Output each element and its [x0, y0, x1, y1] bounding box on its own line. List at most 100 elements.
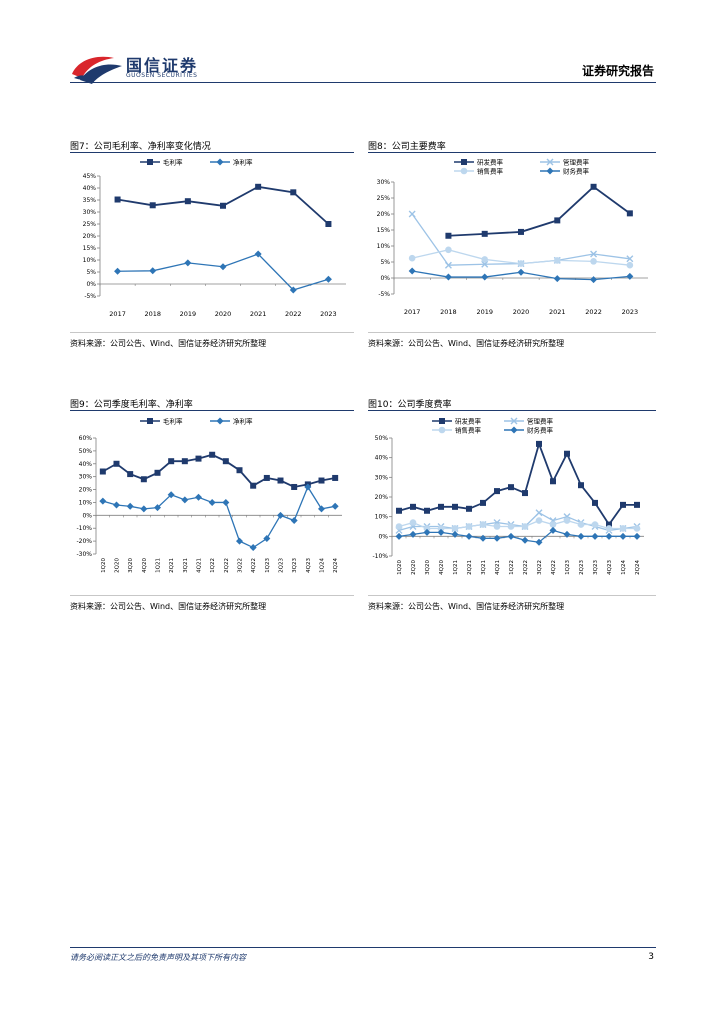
fig8-series-3	[408, 267, 634, 284]
fig9-data-point	[263, 535, 271, 543]
fig10-data-point	[465, 523, 473, 530]
fig8-legend-item: 研发费率	[454, 158, 504, 167]
fig10-data-point	[563, 517, 571, 524]
fig10-data-point	[423, 528, 431, 536]
fig10-data-point	[535, 517, 543, 524]
fig8-data-point	[408, 210, 416, 218]
fig10-data-point	[591, 521, 599, 528]
fig8-data-point	[444, 273, 452, 281]
fig10-legend-marker	[510, 417, 518, 425]
fig10-x-tick-label: 3Q23	[593, 560, 599, 575]
fig9-x-tick-label: 4Q21	[197, 558, 203, 573]
fig10-data-point	[620, 501, 626, 508]
fig10-data-point	[564, 450, 570, 457]
fig8-data-point-stroke-b	[626, 255, 634, 263]
fig7-data-point	[325, 221, 332, 227]
fig9-data-point	[181, 458, 188, 465]
fig9-legend-item: 净利率	[210, 417, 253, 426]
fig8-x-tick-label: 2023	[622, 308, 639, 316]
fig7-y-tick-label: 15%	[83, 245, 97, 252]
fig9-x-tick-label: 1Q24	[320, 558, 326, 573]
fig10-y-tick-label: 40%	[375, 455, 389, 462]
fig8-data-point	[553, 275, 561, 283]
fig10-x-tick-label: 1Q22	[509, 560, 515, 575]
fig9-x-tick-label: 2Q23	[279, 558, 285, 573]
fig8-y-tick-label: 0%	[380, 275, 390, 282]
fig10-data-point	[396, 507, 402, 514]
fig8-y-tick-label: 30%	[377, 179, 391, 186]
fig9-y-tick-label: 30%	[79, 474, 93, 481]
fig10-data-point	[409, 519, 417, 526]
fig10-data-point	[409, 530, 417, 538]
fig10-data-point-stroke-b	[535, 509, 543, 517]
fig9-series-line	[102, 453, 336, 488]
fig10-x-tick-label: 4Q20	[439, 560, 445, 575]
fig10-data-point	[619, 525, 627, 532]
fig7-y-tick-label: 20%	[83, 233, 97, 240]
fig10-legend-marker-stroke-b	[510, 417, 518, 425]
fig9-chart: -30% -20% -10% 0% 10% 20% 30% 40% 50% 60% 1Q20 2Q20…	[76, 417, 342, 573]
page-number: 3	[648, 952, 654, 962]
fig10-series-2	[395, 517, 641, 532]
fig10-legend-label: 研发费率	[455, 417, 482, 426]
fig9-data-point	[208, 498, 216, 506]
fig9-data-point	[99, 468, 106, 475]
fig9-data-point	[236, 467, 243, 474]
fig7-legend-label: 净利率	[233, 158, 253, 167]
fig7-source: 资料来源：公司公告、Wind、国信证券经济研究所整理	[70, 339, 267, 348]
fig7-x-tick-label: 2022	[285, 310, 302, 318]
fig10-x-tick-label: 2Q24	[635, 560, 641, 575]
fig9-y-tick-label: -10%	[76, 525, 92, 532]
fig10-data-point	[480, 499, 486, 506]
fig7-data-point	[184, 259, 192, 267]
fig7-data-point	[254, 250, 262, 258]
fig10-series-line	[398, 441, 637, 527]
fig10-data-point	[437, 525, 445, 532]
fig8-series-0	[445, 183, 633, 239]
fig8-legend-item: 管理费率	[540, 158, 590, 167]
fig10-legend-marker	[510, 426, 518, 434]
fig10-data-point	[606, 521, 612, 528]
fig10-data-point	[507, 532, 515, 540]
fig9-y-tick-label: 10%	[79, 499, 93, 506]
fig7-x-tick-label: 2018	[144, 310, 161, 318]
fig10-data-point	[577, 532, 585, 540]
fig10-x-tick-label: 2Q22	[523, 560, 529, 575]
fig9-title: 图9：公司季度毛利率、净利率	[70, 400, 193, 410]
fig10-data-point	[452, 503, 458, 510]
fig9-data-point	[168, 458, 175, 465]
fig10-data-point	[535, 509, 543, 517]
fig9-data-point	[222, 498, 230, 506]
fig9-data-point	[331, 502, 339, 510]
fig9-data-point	[222, 458, 229, 465]
fig9-data-point	[209, 451, 216, 458]
fig10-legend-item: 销售费率	[432, 426, 482, 435]
fig8-legend-label: 销售费率	[477, 167, 504, 176]
fig9-data-point	[332, 474, 339, 481]
fig10-data-point	[591, 532, 599, 540]
fig10-x-tick-label: 1Q20	[397, 560, 403, 575]
header-divider	[70, 82, 656, 83]
fig8-data-point	[626, 272, 634, 280]
fig9-data-point	[291, 483, 298, 490]
fig10-series-3	[395, 526, 641, 546]
fig8-series-1	[408, 210, 634, 269]
fig7-data-point	[184, 198, 191, 205]
fig9-data-point	[99, 497, 107, 505]
fig9-data-point	[126, 502, 134, 510]
fig9-data-point	[113, 501, 120, 509]
fig9-y-tick-label: 60%	[79, 435, 93, 442]
fig8-data-point	[481, 230, 488, 237]
fig8-data-point	[590, 183, 597, 190]
fig10-series-0	[396, 440, 640, 528]
fig8-data-point-stroke-b	[408, 210, 416, 218]
fig10-data-point	[410, 503, 416, 510]
fig10-data-point	[437, 528, 445, 536]
fig7-source-rule	[70, 332, 354, 333]
fig9-data-point	[127, 471, 134, 478]
fig8-data-point	[481, 260, 489, 268]
fig10-y-tick-label: -10%	[372, 553, 388, 560]
fig10-x-tick-label: 2Q21	[467, 560, 473, 575]
fig7-y-tick-label: 0%	[86, 281, 96, 288]
fig10-data-point	[521, 523, 529, 530]
